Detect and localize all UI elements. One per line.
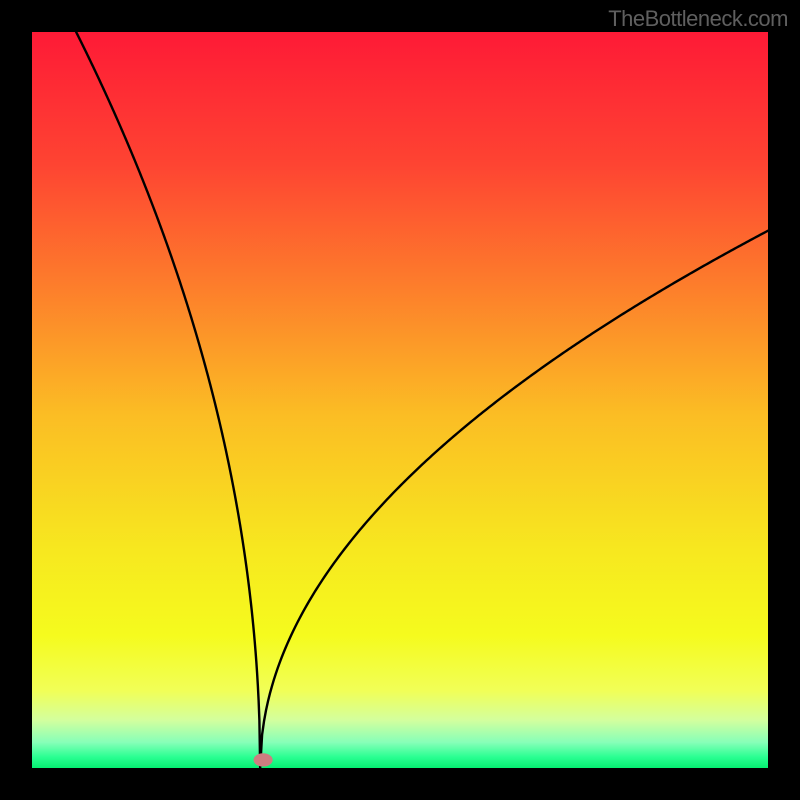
bottleneck-curve	[32, 32, 768, 768]
plot-area	[32, 32, 768, 768]
gradient-background	[32, 32, 768, 768]
chart-container: TheBottleneck.com	[0, 0, 800, 800]
watermark-text: TheBottleneck.com	[608, 6, 788, 32]
vertex-marker	[254, 753, 273, 766]
